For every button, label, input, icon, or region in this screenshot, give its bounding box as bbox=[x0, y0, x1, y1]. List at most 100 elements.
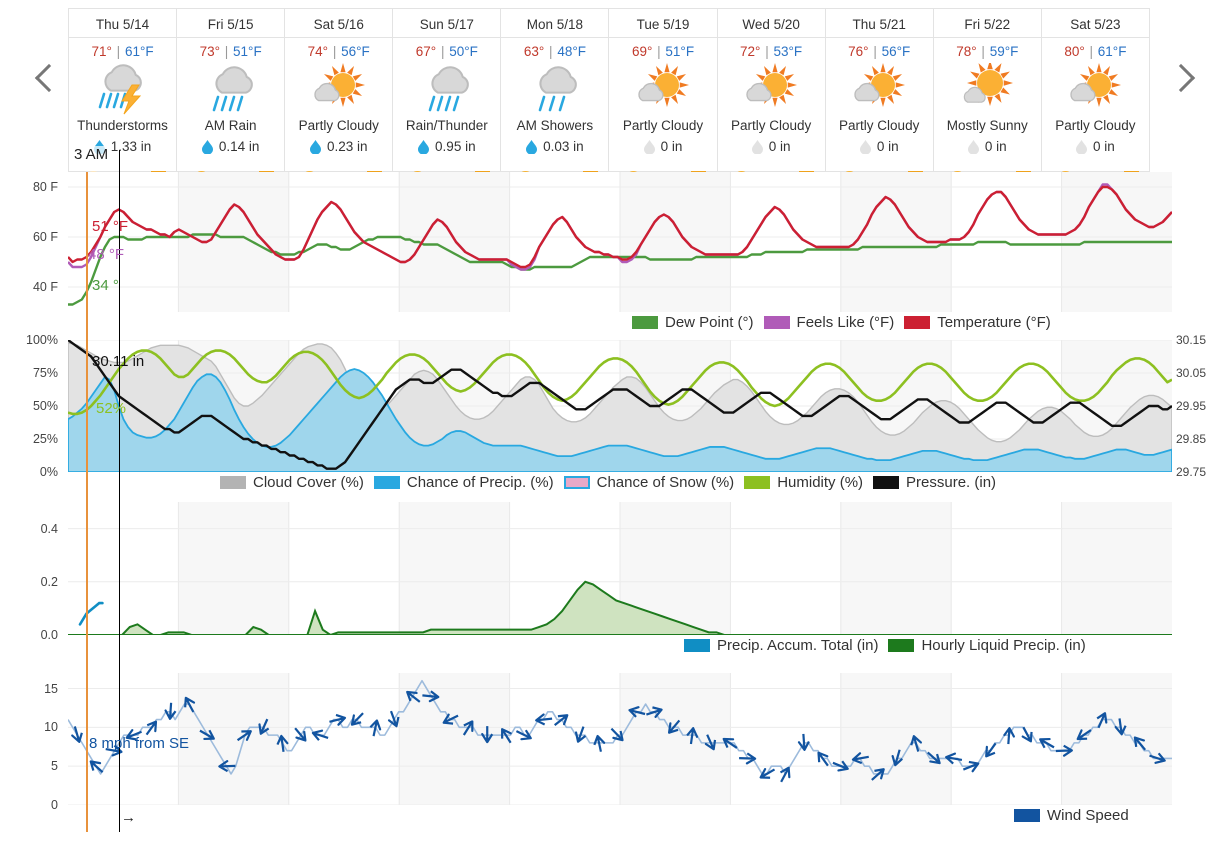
day-cell[interactable]: Sat 5/23 80° | 61°F Partly Cloudy 0 in bbox=[1041, 9, 1149, 179]
legend-item[interactable]: Pressure. (in) bbox=[873, 474, 996, 491]
day-cells-container: Thu 5/14 71° | 61°F Thunderstorms 1.33 i… bbox=[68, 8, 1150, 179]
day-low-temp: 61°F bbox=[124, 44, 154, 59]
day-high-temp: 69° bbox=[631, 44, 653, 59]
axis-tick-label: 60 F bbox=[32, 230, 58, 244]
day-cell[interactable]: Sat 5/16 74° | 56°F Partly Cloudy 0.23 i… bbox=[285, 9, 394, 179]
day-precip: 0 in bbox=[967, 137, 1007, 157]
precipitation-plot[interactable] bbox=[68, 502, 1172, 637]
day-precip: 0 in bbox=[751, 137, 791, 157]
legend-swatch bbox=[904, 316, 931, 329]
day-divider bbox=[933, 37, 1041, 38]
day-date: Thu 5/21 bbox=[852, 17, 906, 32]
precip-drop-icon bbox=[418, 140, 430, 154]
partly-cloudy-icon bbox=[1064, 63, 1126, 115]
precip-drop-icon bbox=[643, 140, 655, 154]
day-cell[interactable]: Sun 5/17 67° | 50°F Rain/Thunder 0.95 in bbox=[393, 9, 502, 179]
day-temps: 80° | 61°F bbox=[1064, 38, 1126, 61]
legend-item[interactable]: Humidity (%) bbox=[744, 474, 863, 491]
day-high-temp: 73° bbox=[199, 44, 220, 59]
axis-tick-label: 75% bbox=[32, 366, 58, 380]
temperature-y-axis: 80 F 60 F 40 F bbox=[0, 172, 66, 312]
day-temp-separator: | bbox=[549, 44, 553, 59]
pressure-axis-tick-label: 30.05 bbox=[1176, 366, 1207, 380]
day-date: Sat 5/16 bbox=[313, 17, 364, 32]
partly-cloudy-icon bbox=[308, 63, 370, 115]
conditions-chart-panel: 100% 75% 50% 25% 0% 30.15 30.05 29.95 29.85 29.7… bbox=[0, 332, 1211, 494]
day-low-temp: 61°F bbox=[1097, 44, 1127, 59]
legend-item[interactable]: Chance of Precip. (%) bbox=[373, 474, 554, 491]
wind-y-axis: 15 10 5 0 bbox=[0, 665, 66, 812]
day-temps: 78° | 59°F bbox=[956, 38, 1018, 61]
legend-label: Dew Point (°) bbox=[665, 314, 754, 331]
day-low-temp: 50°F bbox=[449, 44, 478, 59]
day-precip-amount: 0.23 in bbox=[326, 139, 368, 154]
wind-plot[interactable] bbox=[67, 673, 1172, 806]
day-date: Tue 5/19 bbox=[636, 17, 690, 32]
day-cell[interactable]: Mon 5/18 63° | 48°F AM Showers 0.03 in bbox=[501, 9, 610, 179]
day-date: Mon 5/18 bbox=[526, 17, 584, 32]
legend-label: Chance of Precip. (%) bbox=[406, 474, 554, 491]
hover-time-marker-black bbox=[119, 150, 120, 832]
day-precip: 0.03 in bbox=[526, 137, 584, 157]
day-temp-separator: | bbox=[873, 44, 877, 59]
legend-item[interactable]: Wind Speed bbox=[1014, 807, 1129, 824]
day-cell[interactable]: Fri 5/15 73° | 51°F AM Rain 0.14 in bbox=[177, 9, 286, 179]
pressure-axis-tick-label: 29.75 bbox=[1176, 465, 1207, 479]
legend-swatch bbox=[888, 639, 915, 652]
day-temp-separator: | bbox=[981, 44, 985, 59]
day-divider bbox=[501, 37, 609, 38]
legend-label: Humidity (%) bbox=[777, 474, 864, 491]
next-days-button[interactable] bbox=[1160, 48, 1202, 108]
legend-item[interactable]: Precip. Accum. Total (in) bbox=[684, 637, 878, 654]
axis-tick-label: 15 bbox=[44, 681, 58, 696]
hover-value-tooltip: 52% bbox=[96, 400, 127, 417]
day-cell[interactable]: Tue 5/19 69° | 51°F Partly Cloudy 0 in bbox=[609, 9, 718, 179]
pressure-axis-tick-label: 29.95 bbox=[1176, 399, 1207, 413]
legend-label: Hourly Liquid Precip. (in) bbox=[921, 637, 1086, 654]
axis-tick-label: 25% bbox=[32, 432, 58, 446]
scroll-forward-arrow[interactable]: → bbox=[121, 809, 136, 826]
conditions-y-axis: 100% 75% 50% 25% 0% bbox=[0, 332, 66, 479]
day-precip: 0.23 in bbox=[309, 137, 368, 157]
legend-item[interactable]: Chance of Snow (%) bbox=[563, 474, 734, 491]
day-temp-separator: | bbox=[440, 44, 445, 59]
day-temp-separator: | bbox=[224, 44, 229, 59]
legend-item[interactable]: Cloud Cover (%) bbox=[220, 474, 364, 491]
day-precip-amount: 0.14 in bbox=[218, 139, 260, 154]
day-precip-amount: 0 in bbox=[660, 139, 683, 154]
legend-item[interactable]: Hourly Liquid Precip. (in) bbox=[888, 637, 1086, 654]
legend-swatch bbox=[763, 316, 790, 329]
previous-days-button[interactable] bbox=[28, 48, 70, 108]
partly-cloudy-icon bbox=[848, 63, 910, 115]
day-divider bbox=[177, 37, 285, 38]
hover-value-tooltip: 34 ° bbox=[92, 277, 119, 294]
day-temps: 72° | 53°F bbox=[740, 38, 802, 61]
axis-tick-label: 0 bbox=[51, 798, 58, 812]
day-precip-amount: 0 in bbox=[876, 139, 899, 154]
precip-drop-icon bbox=[526, 140, 538, 154]
day-temp-separator: | bbox=[116, 44, 121, 59]
day-cell[interactable]: Fri 5/22 78° | 59°F Mostly Sunny 0 in bbox=[933, 9, 1042, 179]
day-date: Sat 5/23 bbox=[1070, 17, 1121, 32]
axis-tick-label: 40 F bbox=[32, 280, 58, 294]
showers-icon bbox=[524, 63, 586, 115]
wind-legend: Wind Speed bbox=[1010, 805, 1133, 826]
conditions-legend: Cloud Cover (%) Chance of Precip. (%) Chan… bbox=[216, 472, 1001, 493]
legend-item[interactable]: Feels Like (°F) bbox=[763, 314, 894, 331]
precip-drop-icon bbox=[859, 140, 871, 154]
day-low-temp: 56°F bbox=[881, 44, 911, 59]
pressure-axis-tick-label: 30.15 bbox=[1176, 333, 1207, 347]
rain-icon bbox=[200, 63, 262, 115]
temperature-plot[interactable] bbox=[67, 172, 1173, 312]
day-divider bbox=[825, 37, 933, 38]
legend-item[interactable]: Dew Point (°) bbox=[632, 314, 754, 331]
day-cell[interactable]: Wed 5/20 72° | 53°F Partly Cloudy 0 in bbox=[717, 9, 826, 179]
day-condition: AM Showers bbox=[516, 118, 594, 133]
day-cell[interactable]: Thu 5/21 76° | 56°F Partly Cloudy 0 in bbox=[825, 9, 934, 179]
conditions-plot[interactable] bbox=[67, 339, 1173, 473]
legend-item[interactable]: Temperature (°F) bbox=[904, 314, 1051, 331]
thunderstorms-icon bbox=[92, 63, 154, 115]
day-temps: 74° | 56°F bbox=[308, 38, 370, 61]
day-precip-amount: 0.03 in bbox=[543, 139, 584, 154]
legend-label: Temperature (°F) bbox=[937, 314, 1051, 331]
